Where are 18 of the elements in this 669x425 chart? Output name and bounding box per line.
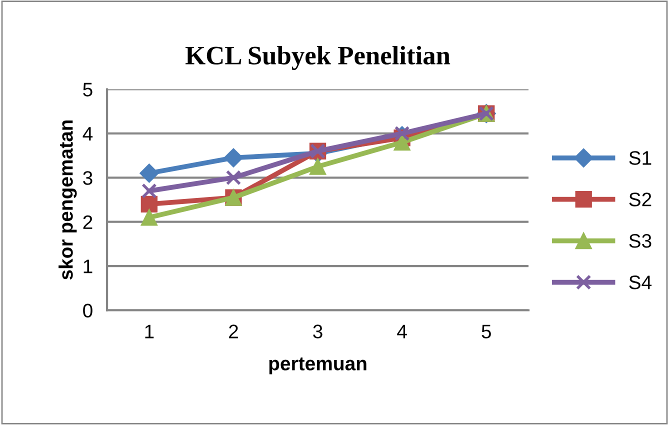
x-axis-title: pertemuan (269, 358, 366, 374)
legend-label: S4 (629, 275, 652, 290)
x-tick-label: 1 (145, 324, 154, 338)
y-axis-title: skor pengematan (58, 120, 77, 280)
y-tick-label: 2 (83, 215, 92, 229)
y-tick-label: 0 (83, 304, 92, 318)
x-tick-label: 4 (397, 324, 407, 338)
legend-label: S2 (629, 192, 652, 206)
x-tick-label: 5 (482, 324, 491, 338)
y-tick-label: 1 (84, 260, 92, 274)
y-tick-label: 3 (83, 171, 92, 185)
y-tick-label: 4 (82, 127, 93, 140)
chart-title: KCL Subyek Penelitian (186, 46, 450, 70)
x-tick-label: 3 (313, 324, 322, 338)
y-tick-label: 5 (83, 82, 92, 96)
x-tick-label: 2 (229, 324, 238, 338)
legend-label: S3 (629, 234, 652, 248)
legend-label: S1 (629, 151, 652, 165)
